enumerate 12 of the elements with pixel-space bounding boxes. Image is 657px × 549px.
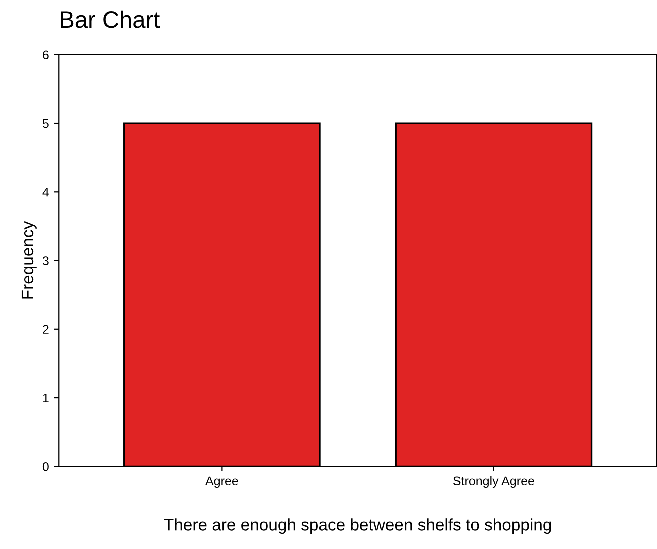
y-tick-label: 1 xyxy=(43,394,49,403)
y-tick-label: 5 xyxy=(42,119,49,128)
y-tick-label: 6 xyxy=(43,50,49,60)
x-tick-label: Agree xyxy=(206,476,238,488)
y-tick-label: 3 xyxy=(42,256,49,266)
x-tick-label: Strongly Agree xyxy=(454,476,534,488)
chart-title: Bar Chart xyxy=(61,10,160,28)
y-tick-label: 4 xyxy=(42,188,50,197)
x-axis-title: There are enough space between shelfs to shopping xyxy=(164,518,552,534)
y-tick-label: 2 xyxy=(43,325,49,334)
y-axis-title: Frequency xyxy=(22,221,37,299)
y-tick-label: 0 xyxy=(42,462,49,472)
